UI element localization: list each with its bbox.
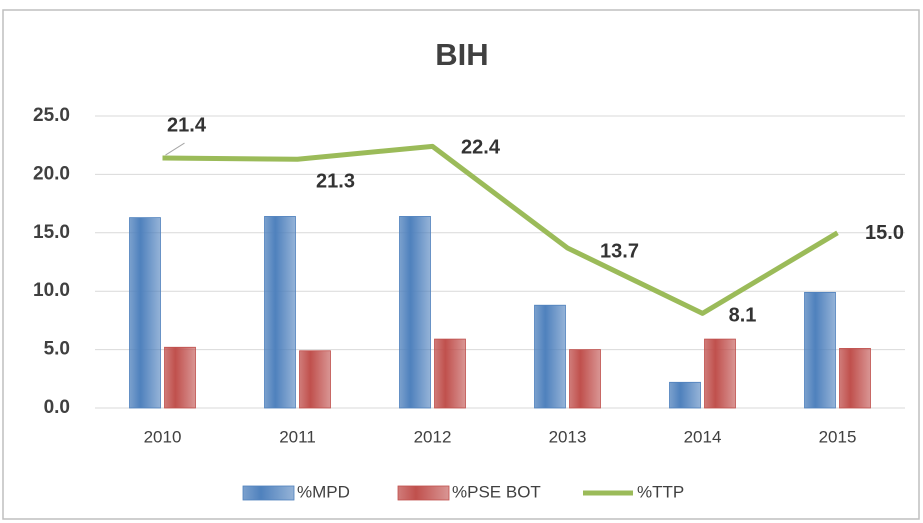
x-tick-label: 2015 bbox=[819, 427, 857, 446]
legend-swatch bbox=[397, 485, 450, 501]
legend-label: %PSE BOT bbox=[452, 482, 541, 501]
x-tick-label: 2014 bbox=[684, 427, 722, 446]
bar bbox=[839, 348, 871, 409]
legend-label: %TTP bbox=[637, 482, 684, 501]
data-label: 13.7 bbox=[600, 240, 639, 262]
y-tick-label: 25.0 bbox=[33, 105, 70, 126]
data-label: 22.4 bbox=[461, 137, 501, 159]
bar bbox=[534, 304, 566, 409]
bar bbox=[164, 346, 196, 409]
data-label: 8.1 bbox=[729, 305, 757, 327]
bar bbox=[129, 217, 161, 409]
x-tick-label: 2010 bbox=[144, 427, 182, 446]
bar bbox=[434, 338, 466, 409]
y-tick-label: 20.0 bbox=[33, 163, 70, 184]
leader-line bbox=[165, 142, 185, 156]
bar bbox=[704, 338, 736, 409]
bar bbox=[299, 350, 331, 409]
y-tick-label: 15.0 bbox=[33, 222, 70, 243]
x-tick-label: 2013 bbox=[549, 427, 587, 446]
chart-title: BIH bbox=[435, 37, 488, 72]
x-tick-label: 2012 bbox=[414, 427, 452, 446]
x-tick-label: 2011 bbox=[279, 427, 316, 446]
bar bbox=[264, 216, 296, 409]
bar bbox=[569, 349, 601, 409]
data-label: 21.4 bbox=[167, 114, 207, 136]
y-tick-label: 10.0 bbox=[33, 280, 70, 301]
legend-swatch bbox=[242, 485, 295, 501]
data-label: 21.3 bbox=[316, 170, 355, 192]
bar bbox=[669, 381, 701, 409]
line bbox=[162, 143, 839, 316]
y-tick-label: 0.0 bbox=[44, 397, 70, 418]
y-tick-label: 5.0 bbox=[44, 339, 70, 360]
legend-label: %MPD bbox=[297, 482, 350, 501]
data-label: 15.0 bbox=[865, 222, 904, 244]
bar bbox=[399, 216, 431, 409]
bar bbox=[804, 291, 836, 409]
